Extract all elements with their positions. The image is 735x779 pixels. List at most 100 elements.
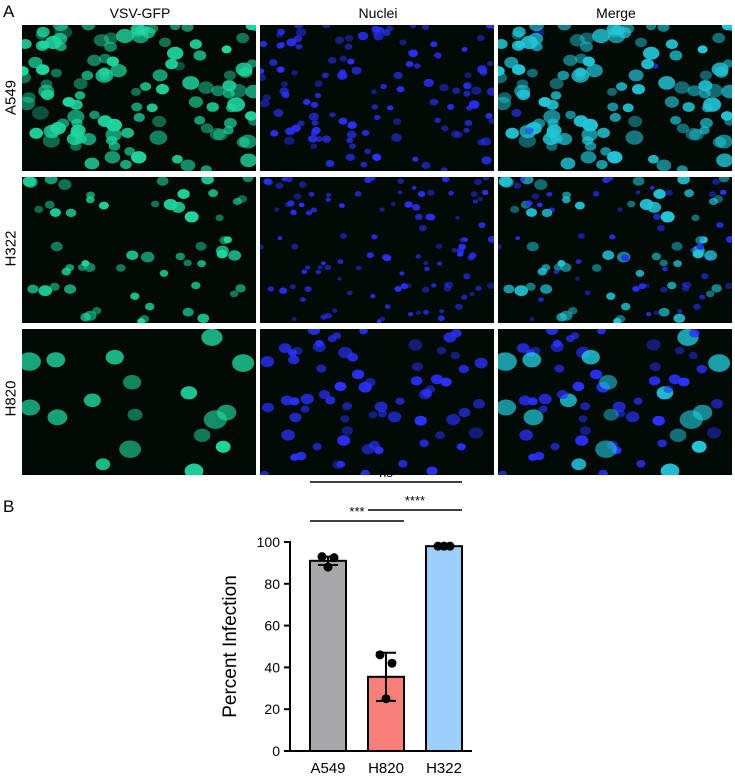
cell-blob (337, 259, 344, 265)
cell-blob (200, 123, 213, 134)
cell-blob (188, 96, 203, 108)
cell-blob (646, 312, 652, 317)
cell-blob (648, 376, 661, 386)
cell-blob (130, 25, 146, 36)
cell-blob (691, 440, 707, 453)
cell-blob (439, 309, 445, 314)
cell-blob (310, 101, 319, 108)
cell-blob (240, 153, 256, 168)
cell-blob (410, 25, 417, 29)
data-point (375, 650, 385, 660)
cell-blob (339, 55, 347, 62)
cell-blob (277, 28, 286, 36)
cell-blob (410, 376, 423, 386)
cell-blob (346, 290, 353, 296)
cell-blob (399, 39, 407, 46)
cell-blob (579, 426, 591, 436)
cell-blob (373, 114, 381, 121)
cell-blob (598, 469, 608, 475)
cell-blob (172, 154, 183, 164)
cell-blob (399, 271, 405, 276)
cell-blob (612, 401, 626, 412)
cell-blob (498, 470, 507, 475)
cell-blob (579, 32, 595, 44)
cell-blob (286, 38, 297, 47)
cell-blob (498, 92, 512, 103)
cell-blob (560, 157, 576, 170)
cell-blob (281, 81, 288, 87)
cell-blob (651, 252, 661, 261)
cell-blob (305, 265, 311, 270)
cell-blob (325, 160, 335, 167)
cell-blob (379, 316, 386, 322)
cell-blob (260, 74, 266, 81)
cell-blob (312, 341, 326, 352)
cell-blob (119, 440, 141, 458)
cell-blob (400, 283, 408, 290)
cell-blob (384, 304, 391, 309)
cell-blob (208, 189, 219, 198)
cell-blob (182, 76, 200, 90)
cell-blob (393, 71, 403, 79)
cell-blob (371, 25, 381, 33)
cell-blob (50, 241, 63, 252)
cell-blob (533, 451, 545, 461)
cell-blob (477, 65, 488, 74)
cell-blob (159, 269, 169, 277)
cell-blob (405, 61, 414, 68)
data-point (387, 658, 397, 668)
cell-blob (625, 411, 640, 423)
cell-blob (518, 395, 532, 406)
cell-blob (361, 444, 375, 455)
cell-blob (213, 128, 228, 141)
cell-blob (441, 125, 449, 132)
cell-blob (550, 91, 562, 100)
cell-blob (443, 282, 449, 287)
cell-blob (647, 201, 662, 213)
cell-blob (625, 130, 644, 145)
cell-blob (201, 329, 223, 346)
cell-blob (684, 189, 694, 198)
cell-blob (70, 124, 86, 137)
cell-blob (461, 47, 468, 52)
cell-blob (712, 32, 726, 44)
cell-blob (29, 127, 43, 139)
cell-blob (423, 78, 434, 87)
cell-blob (607, 151, 623, 164)
cell-blob (677, 309, 683, 314)
cell-blob (621, 302, 631, 311)
cell-blob (395, 397, 405, 405)
cell-blob (673, 313, 686, 323)
cell-blob (603, 408, 619, 421)
cell-blob (156, 84, 169, 95)
cell-blob (653, 189, 666, 199)
cell-blob (456, 251, 464, 257)
cell-blob (487, 61, 494, 67)
cell-blob (568, 307, 578, 315)
cell-blob (345, 153, 356, 161)
cell-blob (451, 329, 462, 338)
cell-blob (291, 70, 298, 76)
cell-blob (519, 429, 534, 441)
cell-blob (130, 292, 140, 300)
cell-blob (580, 151, 597, 164)
cell-blob (408, 312, 414, 317)
cell-blob (391, 133, 402, 142)
cell-blob (470, 191, 478, 197)
significance-label: **** (405, 493, 425, 508)
cell-blob (408, 339, 423, 351)
cell-blob (371, 234, 378, 240)
cell-blob (450, 130, 460, 138)
cell-blob (617, 207, 623, 212)
cell-blob (260, 244, 264, 250)
cell-blob (664, 96, 679, 108)
cell-blob (193, 428, 211, 442)
cell-blob (670, 115, 682, 125)
cell-blob (581, 349, 600, 365)
cell-blob (725, 282, 732, 290)
cell-blob (418, 224, 427, 232)
cell-blob (685, 127, 702, 141)
cell-blob (482, 177, 490, 181)
cell-blob (473, 399, 485, 409)
micrograph-texture (498, 329, 731, 475)
